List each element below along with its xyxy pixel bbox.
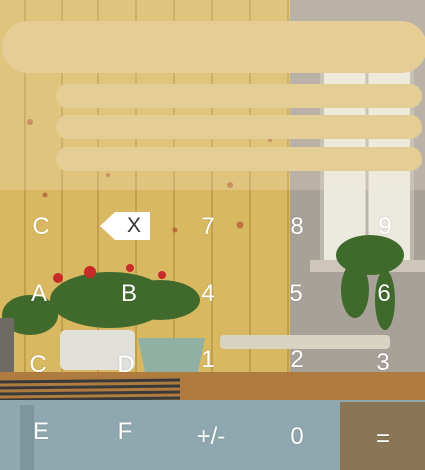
- equals-button[interactable]: =: [353, 414, 413, 464]
- hex-e-button[interactable]: E: [11, 407, 71, 457]
- backspace-button[interactable]: X: [100, 212, 150, 240]
- digit-1-button[interactable]: 1: [178, 335, 238, 385]
- digit-4-button[interactable]: 4: [178, 269, 238, 319]
- digit-9-button[interactable]: 9: [355, 202, 415, 252]
- hex-f-button[interactable]: F: [95, 407, 155, 457]
- history-line-3: [56, 147, 422, 171]
- history-line-1: [56, 84, 422, 108]
- clear-button[interactable]: C: [11, 202, 71, 252]
- digit-5-button[interactable]: 5: [266, 269, 326, 319]
- hex-a-button[interactable]: A: [9, 269, 69, 319]
- expression-display: [2, 21, 425, 73]
- hex-c-button[interactable]: C: [8, 340, 68, 390]
- backspace-label: X: [118, 212, 150, 240]
- negate-button[interactable]: +/-: [181, 412, 241, 462]
- digit-7-button[interactable]: 7: [178, 202, 238, 252]
- digit-8-button[interactable]: 8: [267, 202, 327, 252]
- hex-b-button[interactable]: B: [99, 269, 159, 319]
- digit-0-button[interactable]: 0: [267, 412, 327, 462]
- history-line-2: [56, 115, 422, 139]
- digit-2-button[interactable]: 2: [267, 335, 327, 385]
- digit-3-button[interactable]: 3: [353, 338, 413, 388]
- hex-d-button[interactable]: D: [96, 340, 156, 390]
- digit-6-button[interactable]: 6: [354, 269, 414, 319]
